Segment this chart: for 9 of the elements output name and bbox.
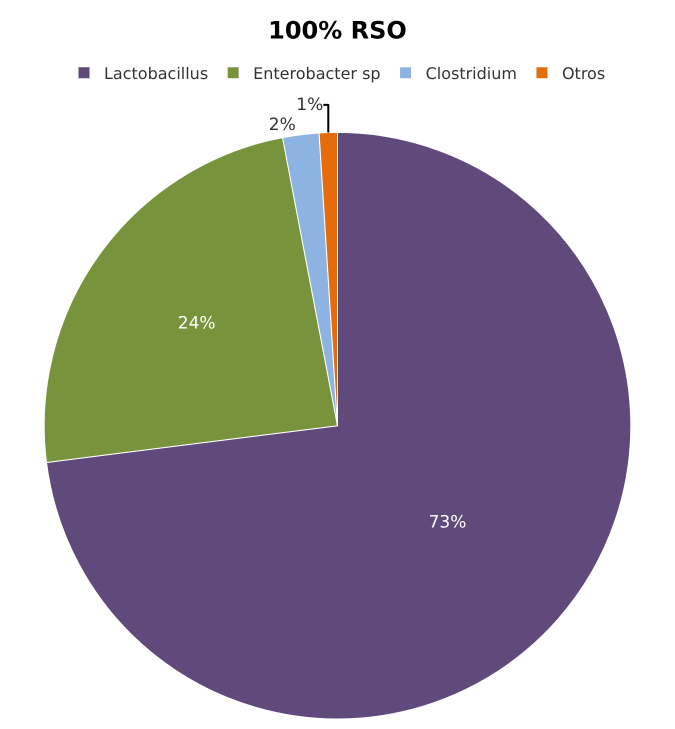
legend-label: Clostridium — [426, 64, 517, 84]
legend-label: Lactobacillus — [104, 64, 208, 84]
data-label: 1% — [296, 94, 324, 115]
data-label: 2% — [268, 114, 296, 135]
data-label: 73% — [428, 512, 466, 533]
legend-label: Enterobacter sp — [253, 64, 381, 84]
chart-title: 100% RSO — [268, 16, 407, 45]
legend-label: Otros — [562, 64, 606, 84]
data-label: 24% — [178, 313, 216, 334]
